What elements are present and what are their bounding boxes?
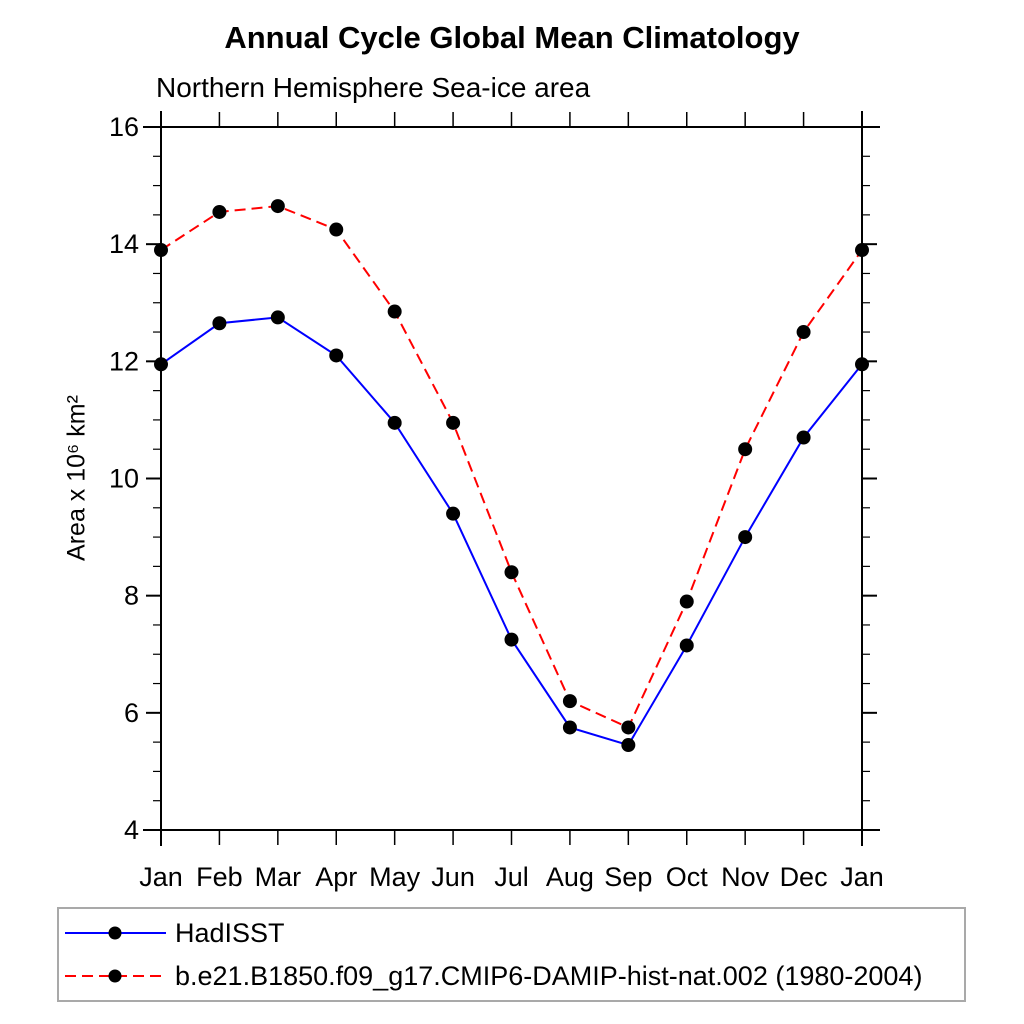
series-hadisst — [154, 310, 869, 753]
y-tick-label: 4 — [124, 815, 139, 845]
data-point-marker — [270, 199, 285, 214]
y-tick-label: 12 — [109, 346, 139, 376]
y-tick-label: 16 — [109, 112, 139, 142]
data-point-marker — [154, 243, 168, 258]
plot-area: Jan Feb Mar Apr May Jun Jul Aug Sep Oct Nov Dec Jan4… — [109, 111, 884, 892]
data-point-marker — [270, 310, 285, 325]
legend-sample-model-line — [65, 969, 166, 983]
series-line — [160, 205, 863, 729]
data-point-marker — [154, 357, 168, 372]
x-tick-label: Aug — [546, 862, 594, 892]
x-tick-label: Apr — [315, 862, 357, 892]
data-point-marker — [621, 720, 636, 735]
y-tick-label: 8 — [124, 581, 139, 611]
legend-label-hadisst: HadISST — [175, 917, 285, 948]
data-point-marker — [387, 415, 402, 430]
data-point-marker — [796, 325, 811, 340]
data-point-marker — [855, 243, 869, 258]
chart-subtitle: Northern Hemisphere Sea-ice area — [156, 72, 591, 103]
data-point-marker — [504, 565, 519, 580]
legend-box: HadISST b.e21.B1850.f09_g17.CMIP6-DAMIP-… — [57, 907, 966, 1002]
y-tick-label: 6 — [124, 698, 139, 728]
data-point-marker — [796, 430, 811, 445]
x-tick-label: Oct — [666, 862, 709, 892]
x-tick-label: Feb — [196, 862, 243, 892]
legend-sample-hadisst-line — [65, 926, 166, 940]
x-tick-label: May — [369, 862, 421, 892]
legend-item-hadisst: HadISST — [62, 914, 964, 952]
data-point-marker — [212, 204, 227, 219]
x-tick-label: Jul — [494, 862, 529, 892]
data-point-marker — [387, 304, 402, 319]
x-tick-label: Jun — [431, 862, 475, 892]
chart-title: Annual Cycle Global Mean Climatology — [224, 20, 800, 55]
data-point-marker — [212, 316, 227, 331]
legend-item-model: b.e21.B1850.f09_g17.CMIP6-DAMIP-hist-nat… — [62, 957, 964, 995]
series-model — [154, 199, 869, 735]
data-point-marker — [562, 720, 577, 735]
x-tick-label: Dec — [780, 862, 828, 892]
data-point-marker — [855, 357, 869, 372]
x-tick-label: Nov — [721, 862, 770, 892]
x-tick-label: Jan — [840, 862, 884, 892]
series-line — [160, 316, 863, 747]
x-tick-label: Mar — [255, 862, 302, 892]
y-axis-ticks: 4 6 8 10 12 14 16 — [109, 112, 877, 845]
data-point-marker — [446, 506, 461, 521]
data-point-marker — [621, 738, 636, 753]
x-axis-ticks: Jan Feb Mar Apr May Jun Jul Aug Sep Oct Nov Dec Jan — [139, 112, 884, 892]
x-tick-label: Sep — [604, 862, 652, 892]
data-point-marker — [679, 638, 694, 653]
data-point-marker — [738, 442, 753, 457]
plot-frame — [143, 111, 880, 846]
data-point-marker — [329, 348, 344, 363]
data-point-marker — [738, 530, 753, 545]
y-tick-label: 10 — [109, 464, 139, 494]
y-tick-label: 14 — [109, 229, 139, 259]
data-point-marker — [446, 415, 461, 430]
data-point-marker — [329, 222, 344, 237]
legend-label-model: b.e21.B1850.f09_g17.CMIP6-DAMIP-hist-nat… — [175, 960, 923, 991]
data-point-marker — [679, 594, 694, 609]
data-point-marker — [504, 632, 519, 647]
x-tick-label: Jan — [139, 862, 183, 892]
data-point-marker — [562, 694, 577, 709]
